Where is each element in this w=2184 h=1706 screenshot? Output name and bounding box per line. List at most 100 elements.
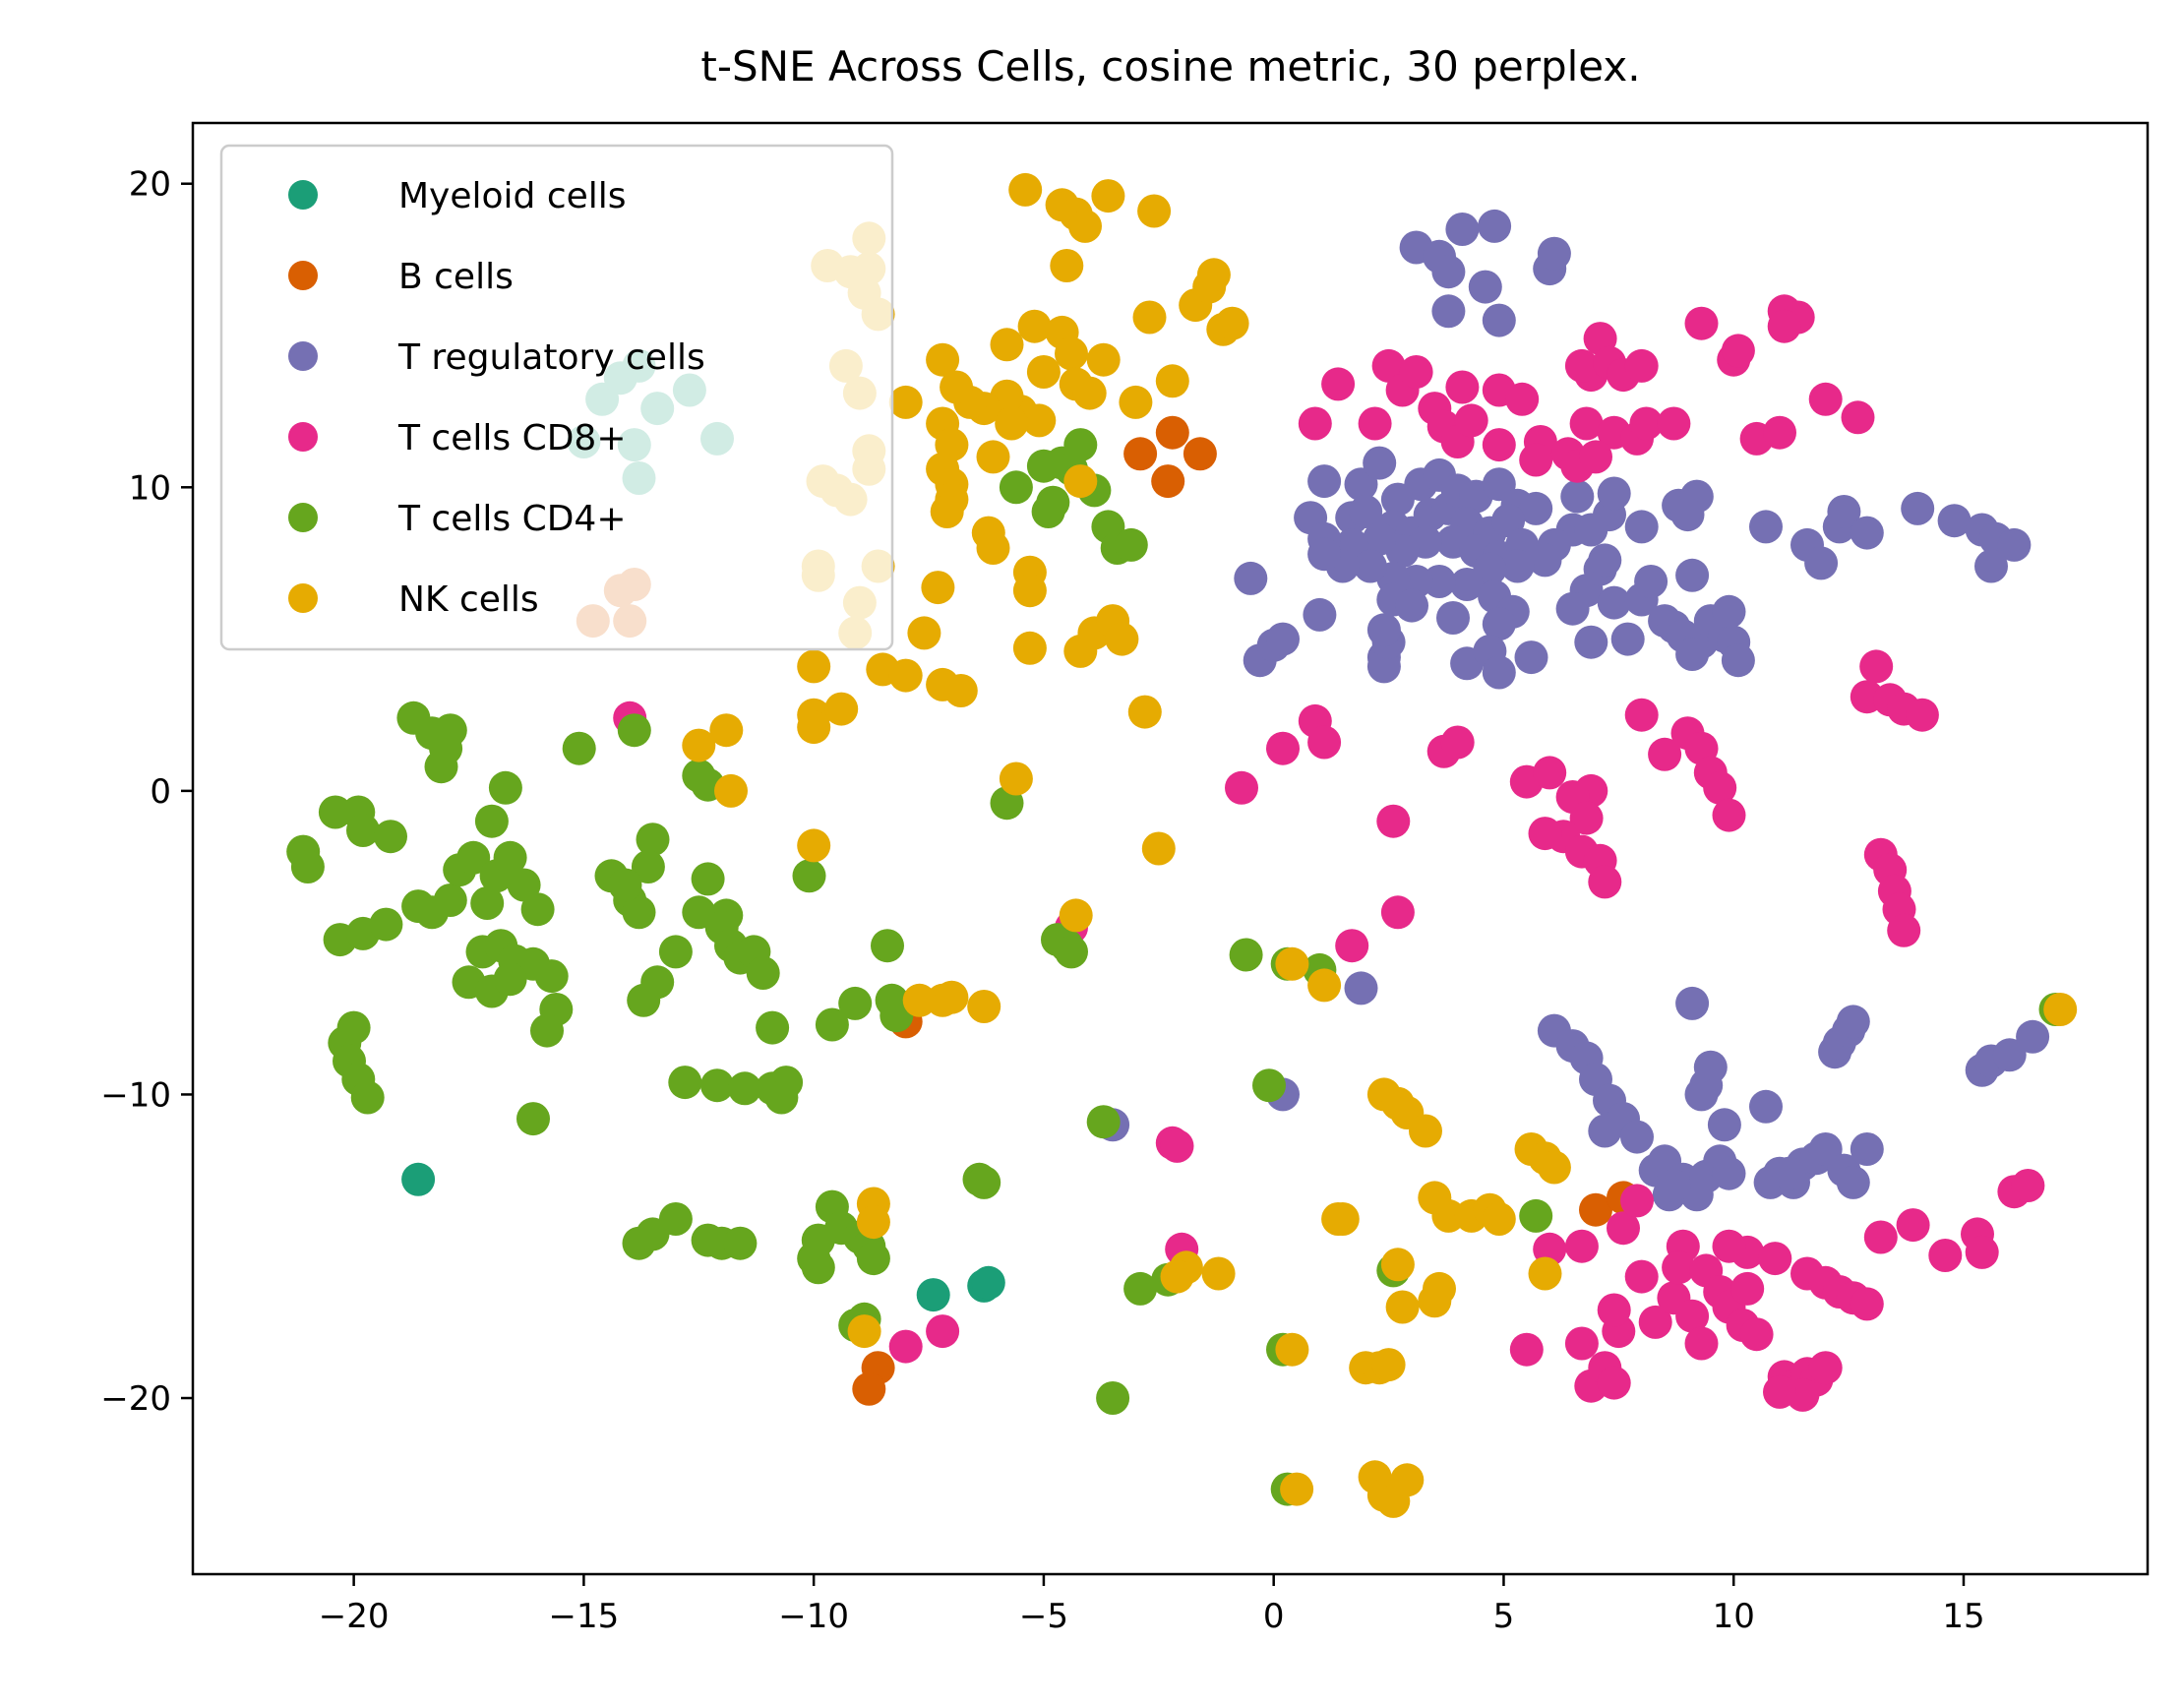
data-point (1859, 649, 1894, 684)
data-point (1905, 698, 1939, 732)
data-point (1366, 613, 1401, 647)
data-point (1564, 348, 1599, 383)
data-point (967, 990, 1001, 1023)
data-point (474, 804, 509, 838)
y-tick-label: 20 (129, 165, 171, 205)
data-point (1059, 898, 1093, 933)
data-point (1758, 1242, 1792, 1276)
data-point (1721, 334, 1755, 368)
data-point (1431, 1198, 1466, 1233)
data-point (1349, 495, 1383, 528)
data-point (1597, 476, 1631, 511)
data-point (374, 820, 407, 854)
data-point (1610, 622, 1645, 656)
data-point (1344, 971, 1378, 1005)
legend-label: Myeloid cells (398, 176, 627, 216)
data-point (967, 1165, 1001, 1199)
data-point (1887, 913, 1921, 947)
data-point (1620, 1184, 1654, 1218)
legend-marker (288, 503, 318, 532)
data-point (1974, 549, 2008, 583)
data-point (1363, 521, 1397, 556)
data-point (1298, 406, 1332, 441)
y-axis: −20 −10 0 10 20 (100, 165, 193, 1419)
data-point (562, 731, 596, 765)
data-point (1624, 510, 1659, 544)
data-point (971, 1265, 1005, 1300)
data-point (888, 1329, 923, 1364)
data-point (797, 649, 831, 684)
data-point (1638, 1305, 1672, 1339)
data-point (1519, 491, 1553, 525)
data-point (1307, 537, 1342, 572)
x-tick-label: −5 (1019, 1597, 1068, 1636)
data-point (1841, 400, 1875, 435)
data-point (888, 658, 923, 693)
data-point (1022, 403, 1057, 438)
data-point (1721, 643, 1755, 678)
data-point (1440, 725, 1475, 760)
data-point (999, 762, 1033, 796)
data-point (493, 840, 527, 875)
data-point (2043, 993, 2078, 1026)
data-point (907, 616, 941, 650)
data-point (1519, 1198, 1553, 1233)
data-point (1607, 1211, 1640, 1246)
data-point (1808, 382, 1843, 416)
data-point (1380, 1248, 1415, 1282)
x-tick-label: 10 (1713, 1597, 1755, 1636)
data-point (1307, 464, 1342, 499)
data-point (401, 1162, 436, 1196)
data-point (1579, 440, 1612, 474)
data-point (1050, 249, 1084, 282)
data-point (318, 795, 352, 829)
data-point (1482, 303, 1516, 337)
data-point (507, 868, 541, 902)
data-point (1353, 549, 1387, 583)
data-point (1648, 737, 1682, 771)
data-point (714, 773, 748, 808)
data-point (1519, 443, 1553, 477)
data-point (1712, 798, 1746, 832)
data-point (1597, 585, 1631, 620)
data-point (1409, 1114, 1442, 1148)
data-point (1141, 831, 1176, 866)
data-point (1901, 491, 1935, 525)
data-point (631, 850, 665, 883)
data-point (1385, 1290, 1420, 1324)
data-point (691, 862, 725, 896)
data-point (1380, 895, 1415, 930)
data-point (1012, 631, 1047, 665)
data-point (801, 1250, 835, 1285)
data-point (493, 962, 527, 997)
data-point (1965, 1235, 1999, 1269)
data-point (1445, 213, 1480, 246)
data-point (1569, 406, 1604, 441)
y-tick-label: −20 (100, 1379, 171, 1419)
data-point (1992, 1038, 2027, 1072)
data-point (976, 440, 1010, 474)
data-point (1528, 817, 1562, 851)
data-point (1509, 1332, 1544, 1367)
data-point (1662, 1250, 1696, 1285)
data-point (1514, 640, 1548, 675)
data-point (1307, 725, 1342, 760)
data-point (682, 728, 716, 762)
data-point (1712, 1156, 1746, 1190)
data-point (1026, 355, 1061, 389)
series-2 (1096, 209, 2050, 1212)
data-point (1423, 565, 1456, 598)
data-point (1703, 770, 1737, 805)
data-point (1155, 364, 1189, 398)
data-point (1395, 588, 1428, 623)
data-point (1055, 336, 1088, 371)
data-point (336, 1010, 371, 1045)
data-point (1225, 770, 1258, 805)
data-point (627, 983, 661, 1017)
data-point (1564, 1326, 1599, 1361)
data-point (1201, 1256, 1236, 1291)
data-point (1275, 1332, 1309, 1367)
legend-marker (288, 180, 318, 210)
data-point (1376, 804, 1411, 838)
data-point (797, 828, 831, 863)
